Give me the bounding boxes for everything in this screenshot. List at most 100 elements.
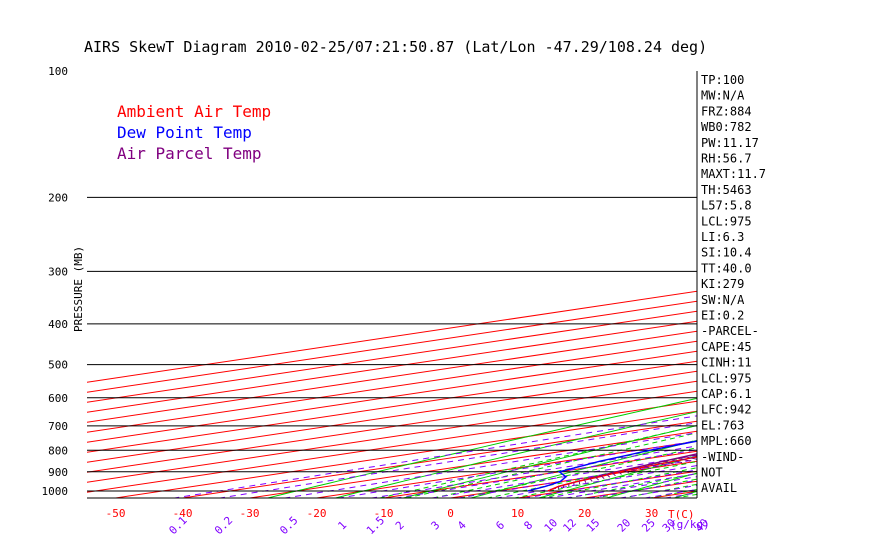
isotherm-line	[380, 450, 697, 498]
index-item: CAPE:45	[701, 340, 752, 354]
mixing-ratio-tick-label: 10	[542, 516, 561, 535]
mixing-ratio-line	[393, 449, 697, 498]
parcel-hatch	[636, 466, 644, 471]
bottom-temp-axis: -50 -40 -30 -20 -10 0 10 20 30	[106, 507, 659, 520]
mixing-ratio-tick-label: 4	[455, 518, 469, 532]
mixing-ratio-tick-label: 20	[615, 516, 634, 535]
index-item: MW:N/A	[701, 89, 745, 103]
parcel-hatch	[650, 463, 659, 468]
bottom-temp-tick-label: 30	[645, 507, 658, 520]
mix-unit-label: (g/kg)	[670, 518, 710, 531]
index-item: RH:56.7	[701, 152, 752, 166]
index-item: EI:0.2	[701, 309, 744, 323]
bottom-temp-tick-label: 0	[447, 507, 454, 520]
mixing-ratio-line	[282, 432, 697, 498]
parcel-hatch	[594, 476, 599, 481]
index-item: EL:763	[701, 418, 744, 432]
parcel-hatch	[600, 475, 605, 479]
index-item: TH:5463	[701, 183, 752, 197]
chart-title: AIRS SkewT Diagram 2010-02-25/07:21:50.8…	[84, 38, 707, 56]
dry-adiabat-line	[672, 490, 697, 498]
moist-adiabat-line	[538, 467, 697, 498]
parcel-hatch	[670, 459, 683, 464]
pressure-tick-label: 100	[48, 65, 68, 78]
index-item: MAXT:11.7	[701, 167, 766, 181]
bottom-temp-tick-label: 10	[511, 507, 524, 520]
isotherm-line	[514, 470, 697, 498]
index-item: KI:279	[701, 277, 744, 291]
index-item: SW:N/A	[701, 293, 745, 307]
pressure-tick-label: 400	[48, 318, 68, 331]
mixing-ratio-tick-label: 12	[560, 516, 579, 535]
index-item: AVAIL	[701, 481, 737, 495]
legend-dew-point: Dew Point Temp	[117, 123, 252, 142]
mixing-ratio-line	[521, 469, 697, 498]
mixing-ratio-tick-label: 6	[493, 519, 507, 533]
index-item: -WIND-	[701, 450, 744, 464]
mixing-ratio-tick-label: 0.2	[212, 514, 235, 537]
pressure-tick-label: 1000	[42, 485, 69, 498]
parcel-hatch	[677, 457, 691, 462]
parcel-hatch	[624, 469, 630, 474]
index-item: L57:5.8	[701, 199, 752, 213]
parcel-hatch	[584, 479, 587, 483]
dry-adiabat-line	[265, 397, 697, 498]
index-item: WB0:782	[701, 120, 752, 134]
bottom-temp-tick-label: -10	[374, 507, 394, 520]
parcel-hatch	[630, 468, 637, 472]
isotherm-line	[840, 71, 870, 500]
y-axis-label: PRESSURE (MB)	[72, 246, 85, 332]
mixing-ratio-line	[368, 445, 697, 498]
mixing-ratio-line	[544, 473, 697, 498]
isotherm-line	[112, 410, 697, 498]
parcel-hatch	[663, 460, 674, 465]
pressure-tick-label: 200	[48, 191, 68, 204]
parcel-hatch	[643, 465, 652, 470]
legend-parcel-temp: Air Parcel Temp	[117, 144, 262, 163]
parcel-hatch	[691, 454, 697, 457]
index-item: FRZ:884	[701, 104, 752, 118]
bottom-temp-tick-label: 20	[578, 507, 591, 520]
parcel-hatch	[589, 478, 593, 482]
index-item: LI:6.3	[701, 230, 744, 244]
parcel-hatch	[684, 456, 697, 460]
dry-adiabat-line	[333, 411, 697, 498]
dry-adiabat-line	[803, 80, 870, 500]
pressure-tick-label: 900	[48, 466, 68, 479]
index-item: NOT	[701, 466, 723, 480]
isotherm-line	[87, 360, 697, 453]
isotherm-line	[87, 400, 697, 493]
pressure-tick-label: 300	[48, 265, 68, 278]
parcel-hatch	[611, 472, 616, 477]
isotherm-line	[87, 380, 697, 473]
isotherm-line	[773, 71, 870, 500]
mixing-ratio-tick-label: 2	[393, 519, 407, 533]
bottom-temp-tick-label: -20	[307, 507, 327, 520]
pressure-tick-label: 600	[48, 392, 68, 405]
bottom-temp-tick-label: -50	[106, 507, 126, 520]
index-item: CAP:6.1	[701, 387, 752, 401]
legend-ambient-temp: Ambient Air Temp	[117, 102, 271, 121]
mixing-ratio-line	[493, 465, 697, 498]
isotherm-line	[87, 350, 697, 443]
moist-adiabat-line	[512, 460, 697, 498]
legend: Ambient Air Temp Dew Point Temp Air Parc…	[117, 102, 271, 163]
parcel-hatch	[606, 473, 611, 478]
mixing-ratio-line	[455, 458, 697, 498]
dry-adiabat-line	[401, 425, 697, 498]
index-item: LCL:975	[701, 214, 752, 228]
index-item: LFC:942	[701, 403, 752, 417]
bottom-temp-tick-label: -30	[240, 507, 260, 520]
isotherm-line	[87, 370, 697, 463]
index-item: LCL:975	[701, 371, 752, 385]
isotherm-line	[87, 390, 697, 483]
mixing-ratio-tick-label: 1	[335, 519, 349, 533]
pressure-tick-label: 500	[48, 359, 68, 372]
pressure-tick-label: 800	[48, 444, 68, 457]
mixing-ratio-line	[335, 440, 697, 498]
index-item: -PARCEL-	[701, 324, 759, 338]
plot-area	[87, 71, 870, 500]
mixing-ratio-tick-label: 0.5	[277, 514, 300, 537]
bottom-temp-tick-label: -40	[173, 507, 193, 520]
